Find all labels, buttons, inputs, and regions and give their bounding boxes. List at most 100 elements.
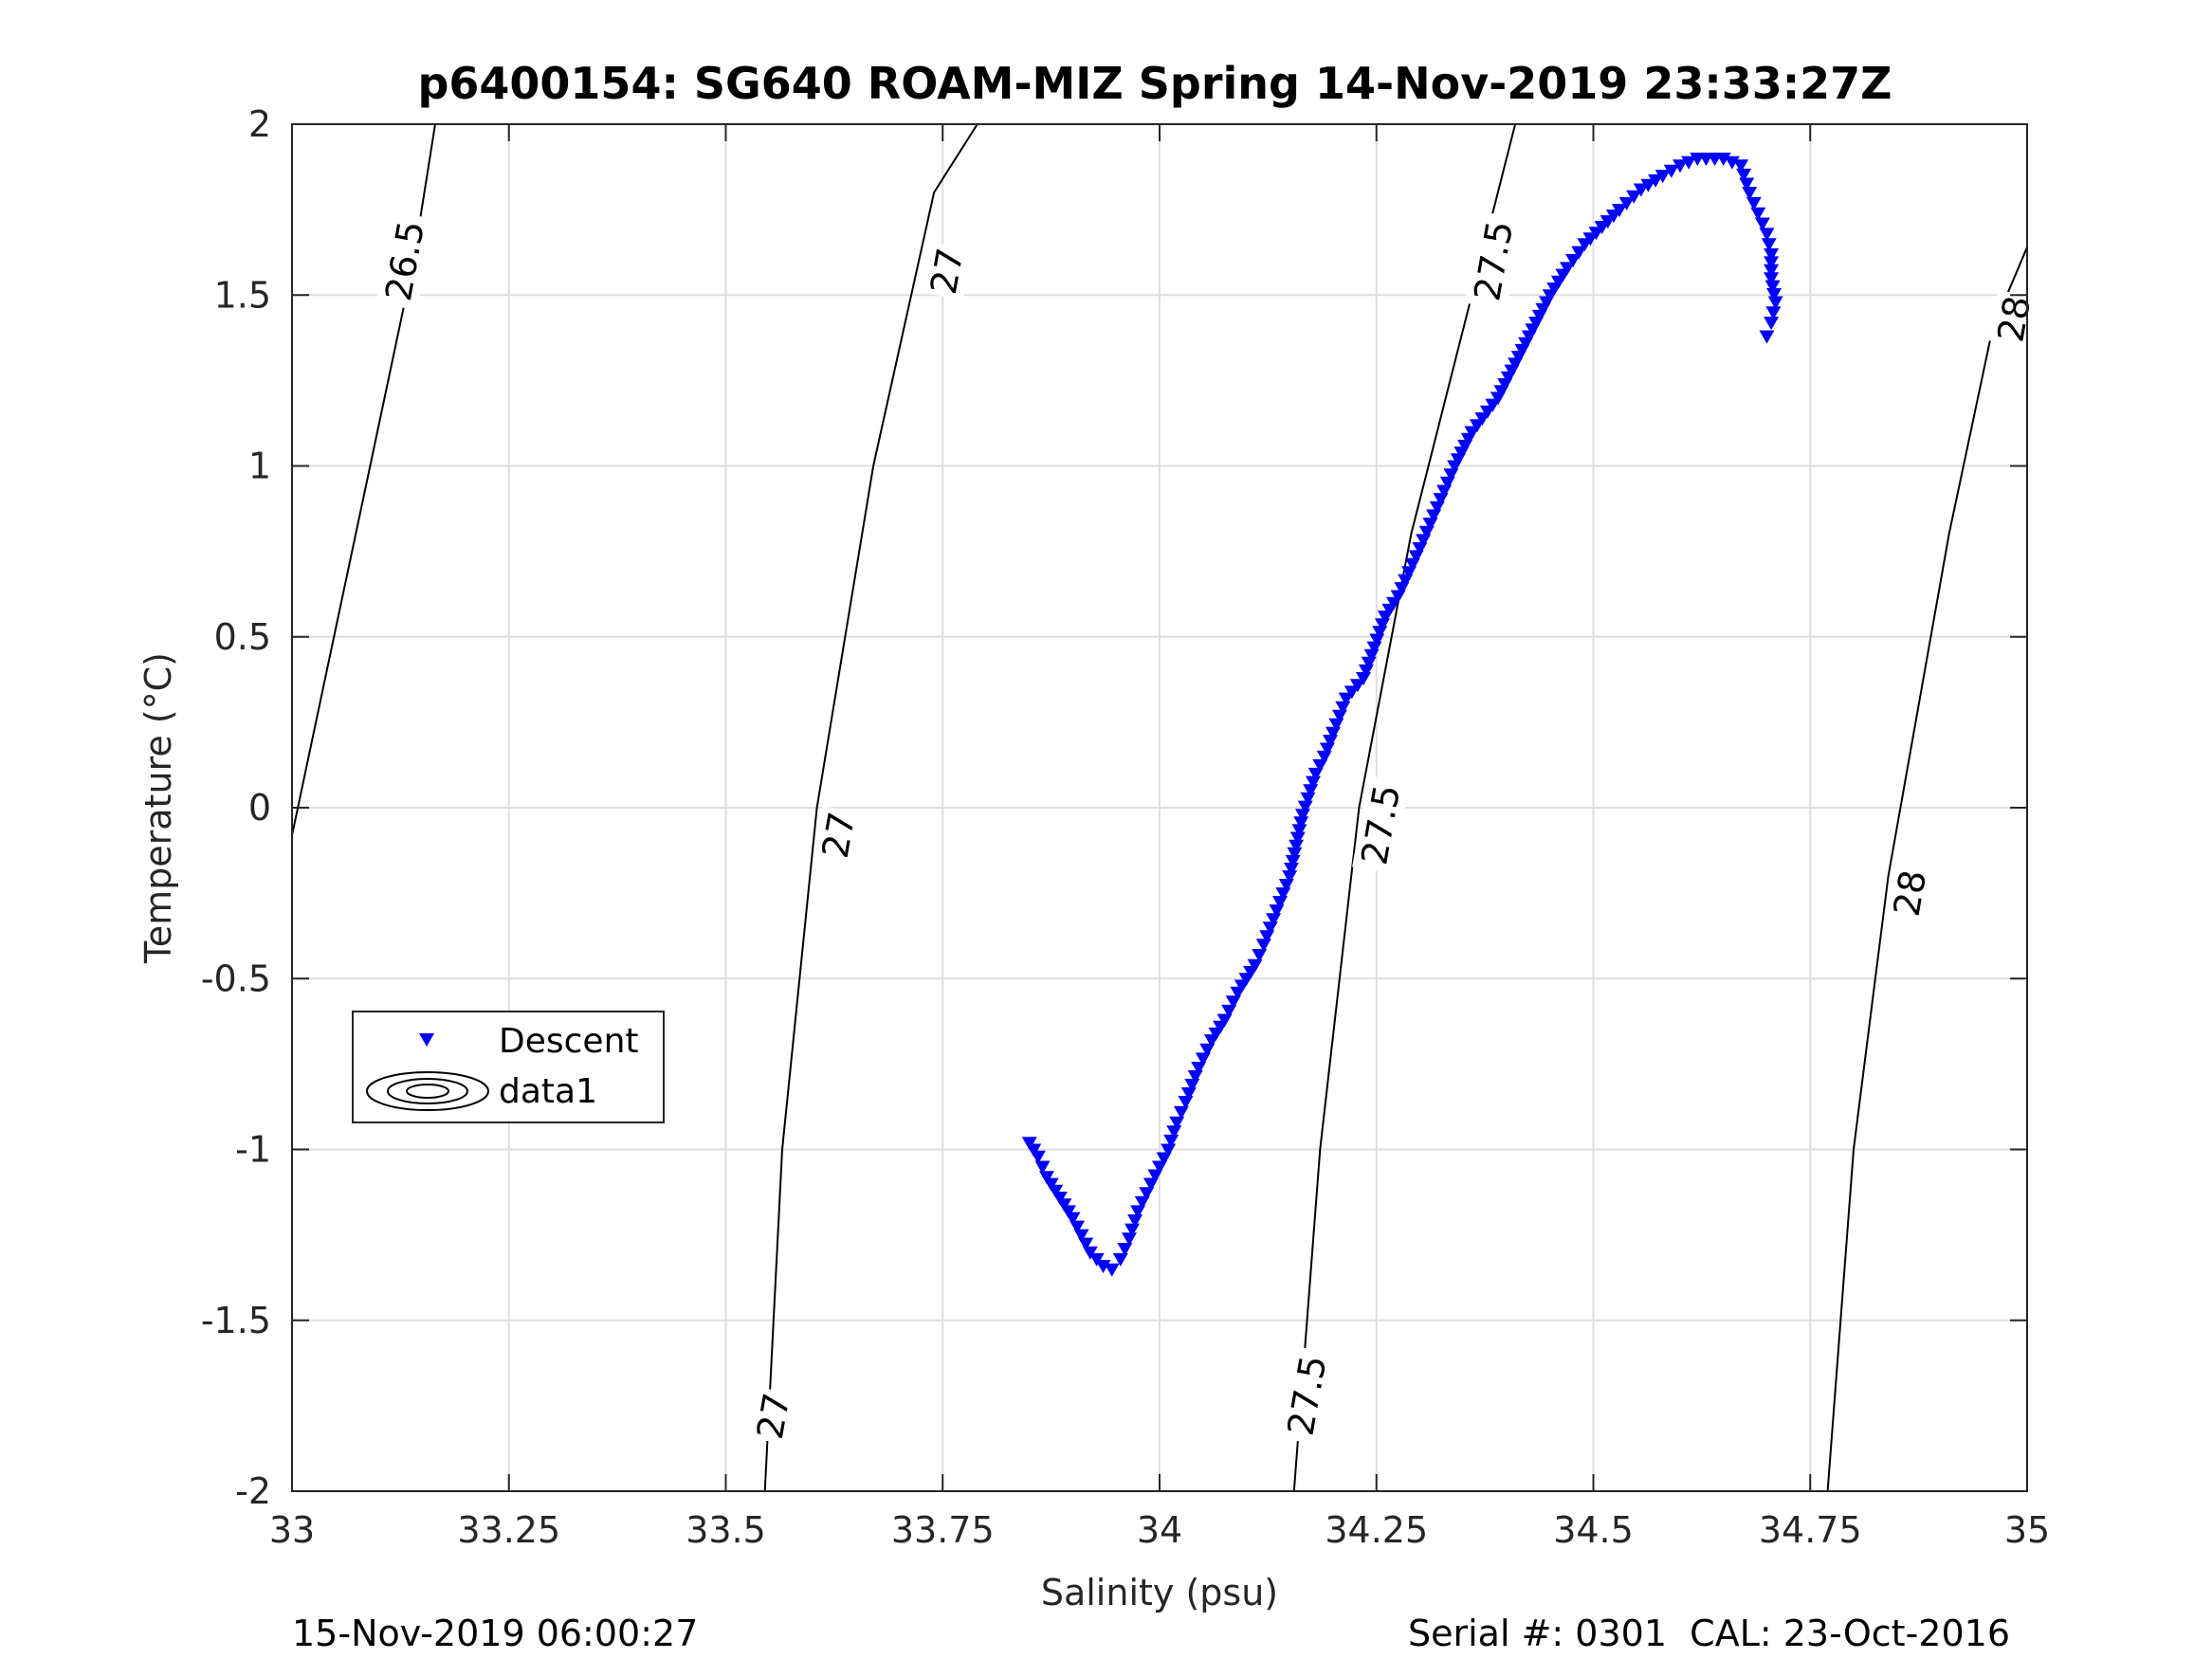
descent-point — [1759, 330, 1775, 344]
descent-point — [1034, 1160, 1051, 1175]
descent-point — [1759, 228, 1775, 242]
contour-label: 27 — [922, 242, 973, 301]
descent-point — [1095, 1260, 1111, 1274]
descent-point — [1060, 1205, 1076, 1219]
descent-point — [1297, 800, 1313, 814]
x-axis-label: Salinity (psu) — [1041, 1572, 1278, 1613]
contour-label-backing — [1885, 864, 1935, 922]
descent-point — [1764, 256, 1780, 270]
descent-point — [1715, 153, 1731, 166]
x-tick-label: 34.5 — [1553, 1509, 1634, 1551]
contour-label-backing — [375, 211, 434, 311]
descent-point — [1293, 816, 1309, 830]
y-tick-label: 1.5 — [214, 274, 271, 316]
contour-label-backing — [748, 1387, 799, 1446]
x-tick-label: 33.75 — [891, 1509, 995, 1551]
descent-point — [1344, 685, 1360, 700]
x-tick-label: 34.25 — [1325, 1509, 1428, 1551]
descent-point — [1673, 159, 1688, 173]
descent-point — [1633, 183, 1649, 197]
descent-point — [1736, 168, 1752, 182]
descent-point — [1166, 1125, 1182, 1139]
descent-point — [1073, 1229, 1089, 1243]
descent-point — [1078, 1237, 1094, 1251]
descent-point — [1122, 1232, 1137, 1247]
legend-data1-contour-icon — [366, 1071, 489, 1111]
descent-point — [1300, 792, 1316, 806]
descent-point — [1043, 1177, 1059, 1192]
descent-point — [1742, 187, 1758, 201]
descent-point — [1247, 958, 1263, 973]
descent-point — [1663, 164, 1679, 178]
descent-point — [1134, 1195, 1150, 1210]
descent-point — [1291, 824, 1307, 838]
descent-point — [1571, 246, 1587, 260]
descent-point — [1761, 238, 1777, 252]
descent-point — [1112, 1252, 1128, 1267]
x-tick-label: 33 — [269, 1509, 315, 1551]
descent-point — [1287, 847, 1303, 861]
contour-label-text: 27 — [814, 809, 864, 861]
legend: Descent data1 — [352, 1011, 665, 1123]
contour-label-text: 28 — [1989, 293, 2038, 345]
y-tick-label: 1 — [248, 446, 271, 487]
legend-entry-data1: data1 — [499, 1072, 597, 1111]
descent-point — [1618, 196, 1635, 210]
x-tick-label: 34.75 — [1759, 1509, 1862, 1551]
y-tick-label: -0.5 — [201, 957, 271, 999]
descent-point — [1764, 248, 1780, 262]
contour-label-backing — [922, 242, 973, 301]
contour-label-backing — [1278, 1346, 1336, 1446]
contour-label-text: 28 — [1886, 866, 1935, 919]
descent-point — [1766, 288, 1782, 301]
descent-point — [1139, 1187, 1155, 1201]
descent-point — [1173, 1105, 1189, 1120]
y-tick-label: 0 — [248, 787, 271, 829]
descent-point — [1082, 1246, 1098, 1260]
descent-point — [1130, 1205, 1146, 1219]
descent-point — [1626, 190, 1642, 204]
y-tick-label: -1.5 — [201, 1300, 271, 1341]
x-tick-label: 33.25 — [457, 1509, 560, 1551]
descent-point — [1764, 272, 1780, 286]
descent-point — [1285, 854, 1301, 868]
descent-point — [1124, 1223, 1140, 1237]
descent-point — [1169, 1116, 1185, 1130]
isopycnal-27 — [763, 124, 978, 1491]
descent-point — [1252, 949, 1268, 962]
contour-label: 28 — [1988, 290, 2039, 348]
descent-point — [1349, 679, 1365, 693]
contour-label-backing — [814, 806, 864, 865]
descent-point — [1163, 1134, 1179, 1148]
descent-point — [1739, 177, 1755, 191]
descent-point — [1560, 262, 1575, 276]
footer-timestamp: 15-Nov-2019 06:00:27 — [292, 1613, 698, 1654]
descent-point — [1338, 692, 1354, 706]
axis-ticks: 33 33.25 33.5 33.75 34 34.25 34.5 34.75 35 -2 -1.5… — [201, 103, 2050, 1551]
descent-point — [1284, 863, 1299, 876]
descent-point — [1127, 1214, 1143, 1228]
descent-point — [1724, 155, 1740, 170]
contour-label-backing — [1465, 211, 1523, 311]
descent-point — [1306, 775, 1321, 790]
descent-point — [1048, 1184, 1064, 1198]
descent-point — [1030, 1150, 1046, 1164]
descent-point — [1056, 1198, 1072, 1212]
descent-point — [1039, 1171, 1054, 1185]
contour-label: 28 — [1885, 864, 1935, 922]
descent-point — [1764, 317, 1780, 331]
descent-point — [1065, 1212, 1081, 1226]
y-tick-label: 0.5 — [214, 616, 271, 658]
descent-point — [1117, 1243, 1133, 1256]
descent-point — [1565, 254, 1581, 267]
descent-point — [1648, 173, 1664, 188]
descent-point — [1746, 196, 1762, 210]
footer-serial-cal: Serial #: 0301 CAL: 23-Oct-2016 — [1408, 1613, 2010, 1654]
contour-label: 27 — [814, 806, 864, 865]
contour-label: 27.5 — [1352, 775, 1410, 875]
y-tick-label: 2 — [248, 103, 271, 145]
descent-point — [1750, 207, 1766, 221]
contour-label-backing — [1352, 775, 1410, 875]
descent-point — [1765, 306, 1782, 320]
